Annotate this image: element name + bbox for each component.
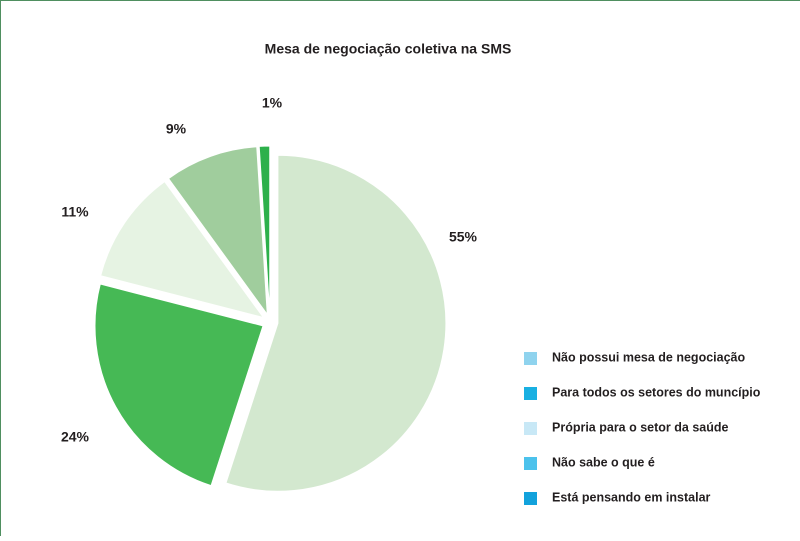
legend-label: Não sabe o que é: [552, 455, 655, 469]
legend-swatch: [524, 457, 537, 470]
data-label: 1%: [262, 95, 283, 111]
legend-swatch: [524, 492, 537, 505]
legend-label: Para todos os setores do muncípio: [552, 385, 761, 399]
legend-label: Está pensando em instalar: [552, 490, 711, 504]
data-label: 9%: [166, 121, 187, 137]
chart-title: Mesa de negociação coletiva na SMS: [265, 41, 512, 57]
legend-swatch: [524, 387, 537, 400]
data-label: 11%: [61, 204, 89, 220]
data-label: 55%: [449, 229, 478, 245]
legend-swatch: [524, 352, 537, 365]
legend-swatch: [524, 422, 537, 435]
legend-label: Não possui mesa de negociação: [552, 350, 745, 364]
data-label: 24%: [61, 429, 90, 445]
legend-label: Própria para o setor da saúde: [552, 420, 728, 434]
